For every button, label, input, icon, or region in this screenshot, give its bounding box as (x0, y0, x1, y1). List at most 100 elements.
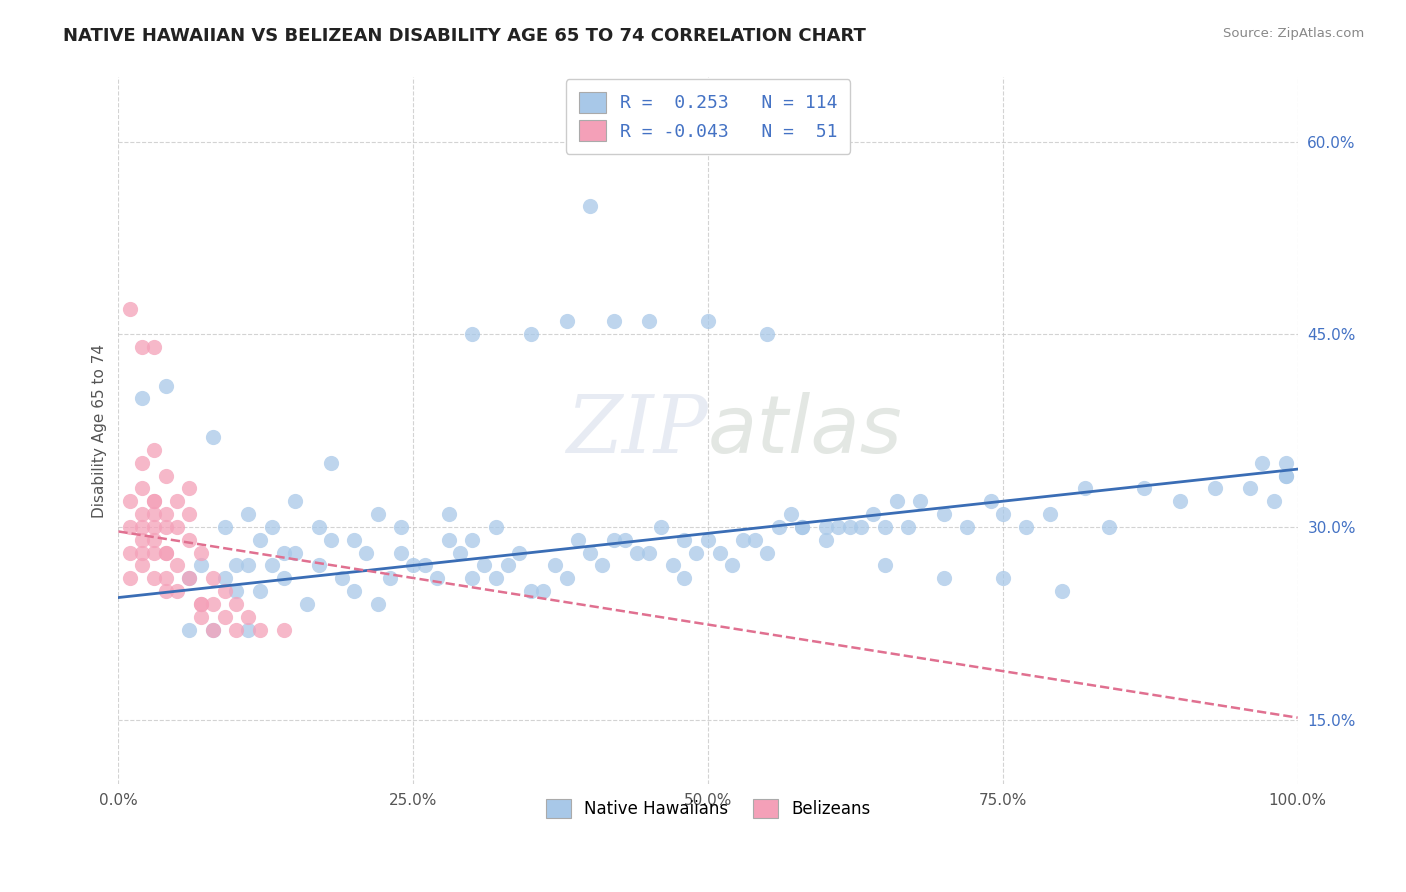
Point (733, 533, 755, 547)
Point (225, 597, 247, 611)
Point (555, 314, 578, 328)
Point (120, 571, 142, 585)
Point (567, 533, 589, 547)
Point (142, 340, 165, 354)
Point (461, 571, 484, 585)
Point (319, 456, 342, 470)
Point (602, 314, 624, 328)
Point (155, 571, 177, 585)
Point (142, 442, 165, 457)
Point (485, 571, 508, 585)
Point (155, 520, 177, 534)
Text: atlas: atlas (709, 392, 903, 469)
Point (155, 584, 177, 599)
Point (638, 545, 661, 559)
Point (1050, 584, 1073, 599)
Point (756, 327, 779, 342)
Point (214, 609, 236, 624)
Point (319, 533, 342, 547)
Point (166, 558, 188, 573)
Legend: Native Hawaiians, Belizeans: Native Hawaiians, Belizeans (538, 792, 877, 825)
Point (284, 494, 307, 508)
Point (910, 494, 932, 508)
Point (980, 494, 1002, 508)
Point (131, 520, 153, 534)
Point (472, 558, 495, 573)
Point (555, 571, 578, 585)
Point (120, 520, 142, 534)
Point (402, 558, 425, 573)
Point (179, 533, 201, 547)
Point (1263, 494, 1285, 508)
Point (201, 597, 224, 611)
Point (768, 520, 790, 534)
Point (308, 520, 330, 534)
Point (508, 545, 530, 559)
Point (378, 571, 401, 585)
Point (1074, 482, 1097, 496)
Point (260, 558, 283, 573)
Point (779, 507, 801, 521)
Point (614, 533, 637, 547)
Point (956, 520, 979, 534)
Point (827, 520, 849, 534)
Point (131, 507, 153, 521)
Point (142, 494, 165, 508)
Point (367, 597, 389, 611)
Point (496, 558, 519, 573)
Point (273, 623, 295, 637)
Point (236, 558, 259, 573)
Point (485, 520, 508, 534)
Point (155, 507, 177, 521)
Point (862, 507, 884, 521)
Point (295, 597, 318, 611)
Point (120, 301, 142, 316)
Point (273, 571, 295, 585)
Point (166, 584, 188, 599)
Point (201, 571, 224, 585)
Point (273, 545, 295, 559)
Point (709, 545, 731, 559)
Point (991, 507, 1014, 521)
Point (190, 558, 212, 573)
Point (697, 533, 720, 547)
Point (1239, 482, 1261, 496)
Point (190, 609, 212, 624)
Point (520, 584, 543, 599)
Point (367, 507, 389, 521)
Point (131, 558, 153, 573)
Point (225, 558, 247, 573)
Point (991, 571, 1014, 585)
Point (579, 545, 602, 559)
Point (155, 468, 177, 483)
Point (932, 507, 955, 521)
Point (531, 584, 554, 599)
Point (179, 623, 201, 637)
Point (142, 520, 165, 534)
Point (449, 545, 471, 559)
Point (131, 533, 153, 547)
Point (343, 584, 366, 599)
Point (155, 378, 177, 392)
Point (886, 494, 908, 508)
Point (308, 558, 330, 573)
Point (131, 482, 153, 496)
Point (284, 545, 307, 559)
Point (650, 520, 672, 534)
Point (413, 558, 436, 573)
Point (332, 571, 354, 585)
Point (685, 545, 707, 559)
Point (851, 520, 873, 534)
Point (1275, 468, 1298, 483)
Point (225, 623, 247, 637)
Point (873, 520, 896, 534)
Point (756, 545, 779, 559)
Point (1039, 507, 1062, 521)
Point (214, 571, 236, 585)
Point (720, 558, 742, 573)
Point (1275, 456, 1298, 470)
Point (673, 571, 696, 585)
Point (225, 584, 247, 599)
Point (155, 545, 177, 559)
Text: Source: ZipAtlas.com: Source: ZipAtlas.com (1223, 27, 1364, 40)
